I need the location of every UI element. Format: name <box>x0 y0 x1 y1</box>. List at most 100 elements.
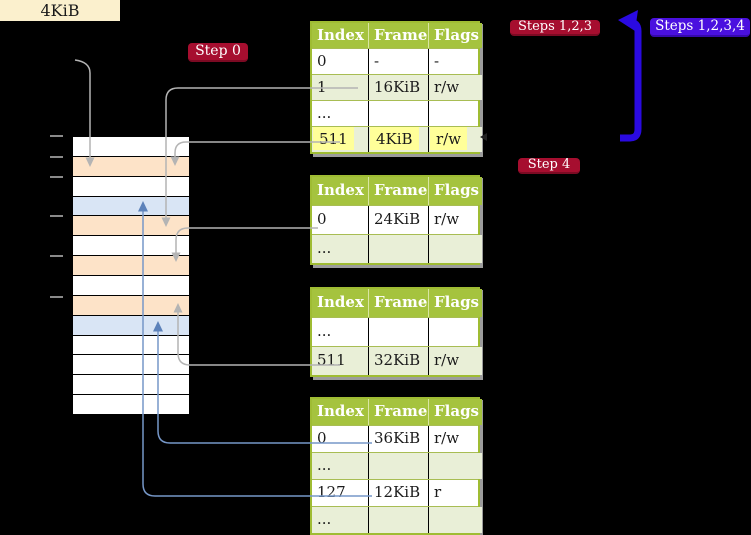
cell: ... <box>312 507 369 533</box>
tick-mark <box>50 135 63 137</box>
memory-frame-row-peach <box>73 295 189 316</box>
cell <box>369 318 429 346</box>
table-row: ... <box>312 100 478 126</box>
tick-mark <box>50 215 63 217</box>
header-cell: Index <box>312 399 369 425</box>
page-table-level3: Index Frame Flags 0 24KiB r/w ... <box>310 175 482 265</box>
cell: r <box>434 483 442 501</box>
cell: ... <box>312 235 369 263</box>
page-table-level4: Index Frame Flags 0 - - 1 16KiB r/w ... … <box>310 21 482 154</box>
cell: 4KiB <box>369 127 429 152</box>
arrow-l3row0-to-frame <box>175 227 318 254</box>
memory-frame-row-peach <box>73 216 189 237</box>
cell <box>429 453 482 479</box>
header-cell: Index <box>312 177 369 205</box>
memory-frame-row-peach <box>73 156 189 177</box>
highlighted-value: 511 <box>313 127 354 150</box>
highlighted-value: r/w <box>430 127 468 150</box>
memory-frame-row-white <box>73 375 189 396</box>
table-header-row: Index Frame Flags <box>312 289 482 317</box>
cell: r/w <box>429 127 482 152</box>
cell: 12KiB <box>369 480 429 506</box>
table-header-row: Index Frame Flags <box>312 399 482 425</box>
page-table-level1: Index Frame Flags 0 36KiB r/w ... 127 12… <box>310 397 482 535</box>
header-cell: Index <box>312 289 369 317</box>
memory-column <box>72 136 190 415</box>
cell: ... <box>312 453 369 479</box>
big-blue-arrow-shaft <box>620 18 642 142</box>
table-row: ... <box>312 234 482 263</box>
badge-step-4: Step 4 <box>518 158 580 174</box>
table-row: 0 - - <box>312 48 478 74</box>
cell: r/w <box>434 210 460 228</box>
table-row-highlighted: 511 4KiB r/w <box>312 126 482 152</box>
badge-steps-1-2-3-4: Steps 1,2,3,4 <box>650 18 750 37</box>
cell: 511 <box>312 127 369 152</box>
cell: 0 <box>312 426 369 452</box>
cell: r/w <box>429 75 482 100</box>
table-row: 0 36KiB r/w <box>312 425 478 452</box>
tick-mark <box>50 296 63 298</box>
header-cell: Frame <box>369 23 429 48</box>
cell: 36KiB <box>369 426 429 452</box>
highlighted-value: 4KiB <box>370 127 419 150</box>
table-row: 0 24KiB r/w <box>312 205 478 234</box>
cell: 511 <box>312 347 369 375</box>
memory-frame-row-white <box>73 335 189 356</box>
cell <box>369 507 429 533</box>
tick-mark <box>50 176 63 178</box>
badge-step-0: Step 0 <box>188 43 248 62</box>
cell: r/w <box>434 429 460 447</box>
cell <box>429 318 482 346</box>
table-row: 511 32KiB r/w <box>312 346 482 375</box>
table-row: ... <box>312 506 482 533</box>
cell: ... <box>312 318 369 346</box>
memory-frame-row-white <box>73 355 189 376</box>
cell <box>429 101 482 126</box>
page-table-level2: Index Frame Flags ... 511 32KiB r/w <box>310 287 482 377</box>
memory-frame-row-white <box>73 395 189 415</box>
cell: 0 <box>312 206 369 234</box>
cell <box>369 453 429 479</box>
cell <box>369 101 429 126</box>
cell <box>429 507 482 533</box>
table-row: ... <box>312 452 482 479</box>
cell: r/w <box>429 347 482 375</box>
cell <box>369 235 429 263</box>
header-cell: Flags <box>429 399 482 425</box>
memory-frame-row-white <box>73 276 189 296</box>
cell: 32KiB <box>369 347 429 375</box>
table-row: ... <box>312 317 478 346</box>
header-cell: Flags <box>429 289 482 317</box>
table-row: 127 12KiB r <box>312 479 478 506</box>
memory-frame-row-white <box>73 176 189 197</box>
memory-frame-row-white <box>73 137 189 157</box>
header-cell: Frame <box>369 399 429 425</box>
cell: 1 <box>312 75 369 100</box>
cell: 0 <box>312 49 369 74</box>
tick-mark <box>50 156 63 158</box>
header-cell: Frame <box>369 289 429 317</box>
cell <box>429 235 482 263</box>
memory-frame-row-blue <box>73 315 189 336</box>
table-row: 1 16KiB r/w <box>312 74 482 100</box>
badge-steps-1-2-3: Steps 1,2,3 <box>510 20 600 36</box>
table-header-row: Index Frame Flags <box>312 23 482 48</box>
header-cell: Flags <box>429 23 482 48</box>
cell: ... <box>312 101 369 126</box>
memory-frame-row-blue <box>73 196 189 217</box>
cell: 127 <box>312 480 369 506</box>
cell: 24KiB <box>369 206 429 234</box>
tick-mark <box>50 255 63 257</box>
table-header-row: Index Frame Flags <box>312 177 482 205</box>
cell: - <box>434 52 440 70</box>
page-size-label: 4KiB <box>0 0 120 21</box>
cell: 16KiB <box>369 75 429 100</box>
big-blue-arrowhead <box>618 10 638 31</box>
cell: - <box>369 49 429 74</box>
header-cell: Index <box>312 23 369 48</box>
memory-frame-row-white <box>73 236 189 257</box>
big-blue-arrow <box>618 10 642 142</box>
header-cell: Frame <box>369 177 429 205</box>
